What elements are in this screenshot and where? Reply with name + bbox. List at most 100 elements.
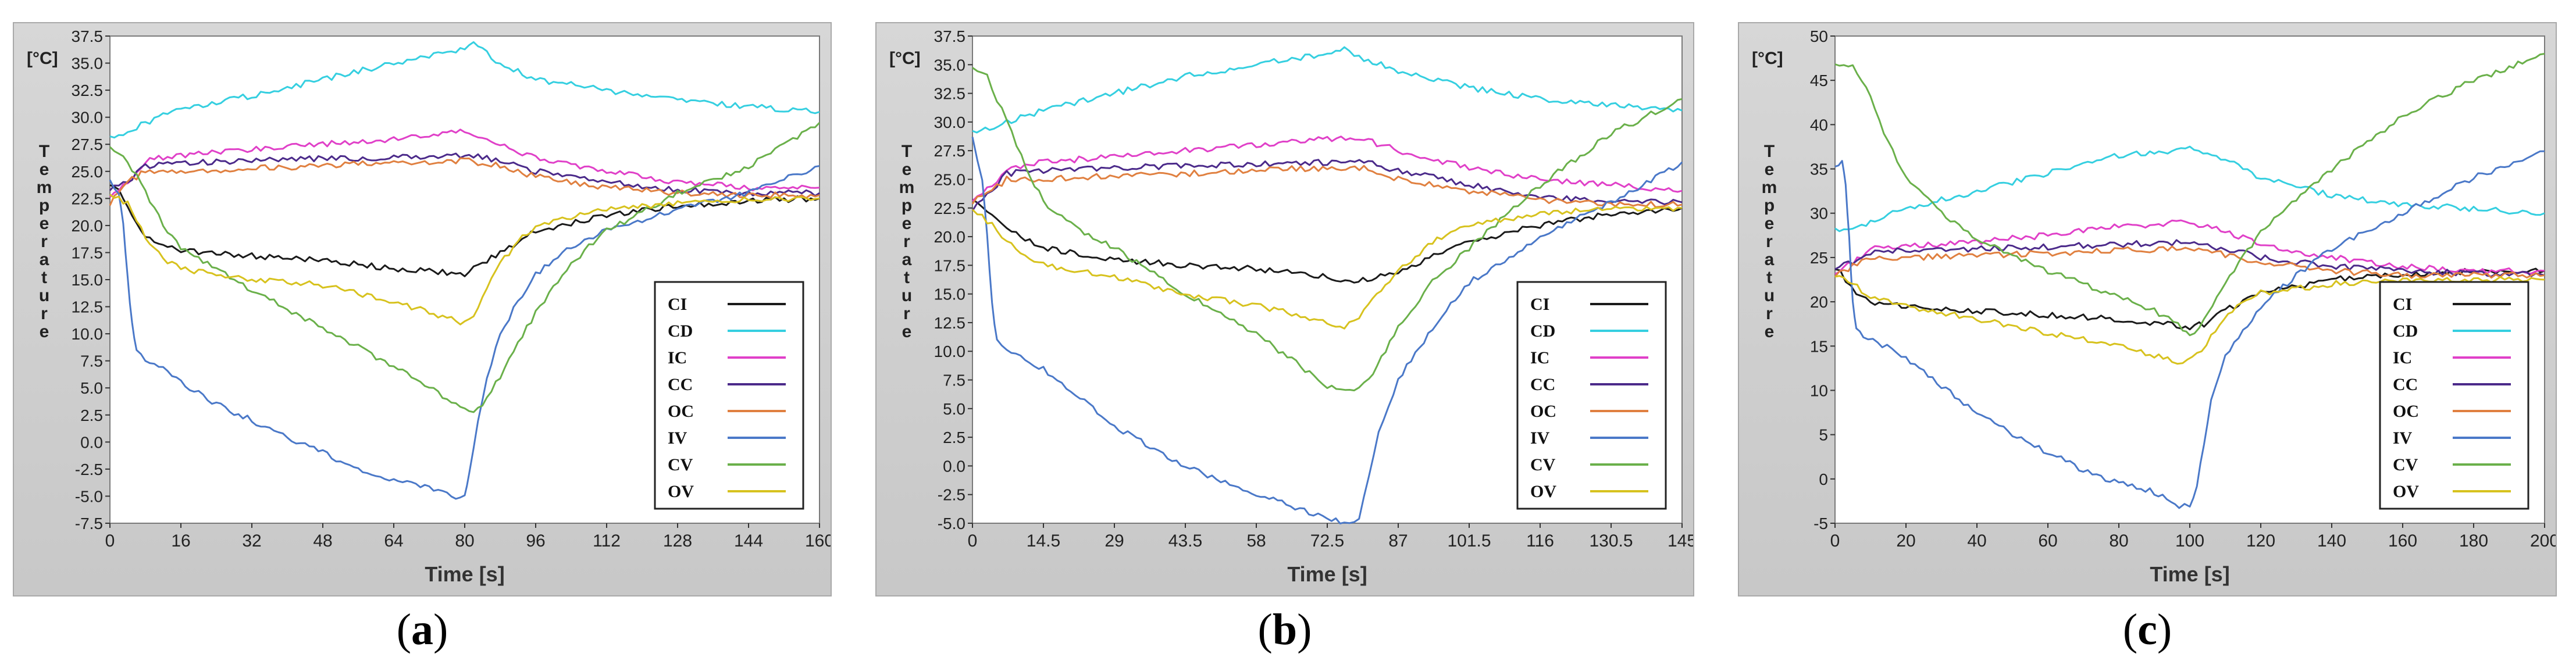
legend-label-cd: CD <box>2393 322 2418 341</box>
chart-svg-b: -5.0 -2.5 0.0 2.5 5.0 7.5 10.0 12.5 15.0 17.5 20.0… <box>889 27 1693 586</box>
y-tick-label: -2.5 <box>938 486 965 504</box>
series-line-cd <box>972 46 1683 134</box>
y-axis-label-letter: m <box>899 178 915 197</box>
y-tick-label: 15 <box>1810 337 1828 355</box>
series-line-ci <box>1834 267 2545 331</box>
y-tick-label: 7.5 <box>80 352 103 370</box>
y-axis-label-letter: t <box>41 268 47 287</box>
x-tick-label: 40 <box>1967 531 1986 551</box>
y-axis-label-letter: r <box>1766 232 1773 251</box>
y-axis-label-letter: p <box>1764 196 1775 215</box>
y-tick-label: 25 <box>1810 249 1828 267</box>
y-tick-label: 50 <box>1810 27 1828 45</box>
y-tick-label: 15.0 <box>72 271 104 289</box>
series-line-oc <box>971 165 1683 208</box>
y-tick-label: 5.0 <box>943 400 965 418</box>
series-line-iv <box>1834 150 2545 509</box>
x-tick-label: 130.5 <box>1589 531 1633 551</box>
x-tick-label: 145 <box>1668 531 1693 551</box>
x-tick-label: 80 <box>455 531 474 551</box>
y-axis-label-letter: e <box>40 322 49 341</box>
caption-c: (c) <box>2122 605 2172 654</box>
y-axis-label-letter: e <box>1765 160 1775 179</box>
legend-label-iv: IV <box>668 428 687 448</box>
legend-label-ov: OV <box>2393 482 2419 501</box>
y-axis-label-letter: r <box>41 304 48 323</box>
y-tick-label: 12.5 <box>72 298 104 316</box>
y-tick-label: 30.0 <box>934 113 966 131</box>
legend-label-cv: CV <box>668 455 693 474</box>
legend-label-ov: OV <box>1530 482 1556 501</box>
x-tick-label: 80 <box>2109 531 2128 551</box>
series-line-ov <box>109 194 820 326</box>
y-axis-label-letter: m <box>37 178 52 197</box>
y-tick-label: 32.5 <box>72 81 104 99</box>
series-line-cc <box>971 159 1683 212</box>
x-tick-label: 60 <box>2038 531 2057 551</box>
legend-label-iv: IV <box>1530 428 1550 448</box>
y-tick-label: 35 <box>1810 160 1828 178</box>
series-line-cv <box>972 67 1683 392</box>
legend-label-ci: CI <box>2393 295 2412 314</box>
x-tick-label: 101.5 <box>1447 531 1491 551</box>
legend-label-cc: CC <box>668 375 693 394</box>
legend-box <box>654 281 804 510</box>
legend-label-oc: OC <box>668 402 694 421</box>
series-line-cv <box>1834 53 2545 337</box>
y-tick-label: -2.5 <box>75 460 103 478</box>
y-tick-label: 27.5 <box>72 135 104 153</box>
x-tick-label: 16 <box>171 531 190 551</box>
y-tick-label: 25.0 <box>934 170 966 188</box>
y-tick-label: 22.5 <box>934 199 966 217</box>
y-tick-label: 32.5 <box>934 85 966 103</box>
x-tick-label: 72.5 <box>1310 531 1344 551</box>
y-axis-label-letter: u <box>902 286 912 305</box>
x-tick-label: 32 <box>242 531 261 551</box>
legend-label-ov: OV <box>668 482 694 501</box>
legend-label-ci: CI <box>668 295 687 314</box>
y-axis-label-letter: e <box>1765 214 1775 233</box>
y-unit-label: [°C] <box>1752 49 1783 68</box>
y-axis-label-letter: a <box>40 250 49 269</box>
x-tick-label: 64 <box>384 531 403 551</box>
y-unit-label: [°C] <box>27 49 58 68</box>
y-tick-label: 12.5 <box>934 314 966 332</box>
y-tick-label: 10 <box>1810 381 1828 399</box>
x-tick-label: 116 <box>1526 531 1554 551</box>
legend-label-ic: IC <box>1530 348 1549 367</box>
y-axis-label-letter: e <box>40 160 49 179</box>
series-line-oc <box>109 157 820 206</box>
series-line-cc <box>1834 239 2545 278</box>
legend-label-ic: IC <box>2393 348 2412 367</box>
y-axis-label-letter: r <box>1766 304 1773 323</box>
x-tick-label: 200 <box>2530 531 2556 551</box>
y-tick-label: 2.5 <box>80 406 103 424</box>
y-axis-label-letter: T <box>1764 142 1775 161</box>
legend-label-cv: CV <box>1530 455 1556 474</box>
x-tick-label: 29 <box>1104 531 1124 551</box>
y-tick-label: 0.0 <box>943 457 965 475</box>
legend-label-cc: CC <box>2393 375 2418 394</box>
x-tick-label: 160 <box>805 531 831 551</box>
y-axis-label-letter: u <box>39 286 49 305</box>
y-axis-label-letter: e <box>902 322 912 341</box>
caption-a: (a) <box>396 605 448 654</box>
y-tick-label: 0 <box>1819 470 1828 488</box>
y-axis-label-letter: u <box>1764 286 1775 305</box>
chart-svg-a: -7.5 -5.0 -2.5 0.0 2.5 5.0 7.5 10.0 12.5 15.0 17.5… <box>27 27 831 586</box>
y-tick-label: 20 <box>1810 293 1828 311</box>
x-tick-label: 20 <box>1896 531 1915 551</box>
x-tick-label: 43.5 <box>1168 531 1202 551</box>
legend-label-cd: CD <box>668 322 693 341</box>
x-tick-label: 0 <box>1830 531 1840 551</box>
y-tick-label: 27.5 <box>934 142 966 160</box>
y-axis-label-letter: t <box>1766 268 1772 287</box>
series-line-ic <box>971 135 1683 202</box>
y-tick-label: 17.5 <box>72 244 104 262</box>
y-tick-label: 20.0 <box>72 217 104 235</box>
x-tick-label: 120 <box>2246 531 2275 551</box>
x-tick-label: 58 <box>1246 531 1266 551</box>
x-axis-label: Time [s] <box>2150 562 2229 586</box>
y-tick-label: 5 <box>1819 426 1828 444</box>
